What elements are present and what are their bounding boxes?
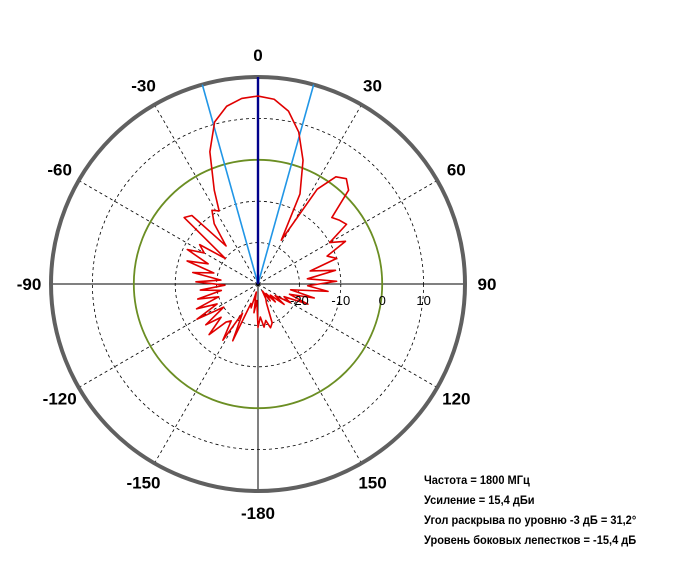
- angle-tick-label: 30: [363, 77, 382, 96]
- grid-spoke: [154, 283, 259, 464]
- info-gain: Усиление = 15,4 дБи: [424, 493, 535, 507]
- angle-tick-label: -180: [241, 504, 275, 523]
- angle-tick-label: -150: [126, 473, 160, 492]
- grid-spoke: [78, 180, 259, 285]
- beam-lines-layer: [201, 77, 315, 285]
- grid-spoke: [257, 283, 362, 464]
- angle-tick-label: -60: [47, 161, 72, 180]
- angle-tick-label: 0: [253, 46, 262, 65]
- angle-tick-label: 150: [358, 473, 386, 492]
- grid-spoke: [257, 283, 438, 388]
- angle-tick-label: -90: [17, 275, 42, 294]
- radial-tick-label: -10: [331, 293, 350, 308]
- angle-tick-label: -30: [131, 77, 156, 96]
- angle-tick-label: 60: [447, 161, 466, 180]
- angle-tick-label: 90: [478, 275, 497, 294]
- info-frequency: Частота = 1800 МГц: [424, 473, 530, 487]
- grid-spoke: [257, 180, 438, 285]
- radiation-pattern: [183, 95, 350, 342]
- pattern-layer: [183, 95, 350, 342]
- info-sidelobe: Уровень боковых лепестков = -15,4 дБ: [424, 533, 637, 547]
- grid-spoke: [154, 104, 259, 285]
- grid-spoke: [78, 283, 259, 388]
- angle-tick-label: 120: [442, 390, 470, 409]
- beam-width-line: [201, 84, 259, 285]
- label-layer: 0 30 60 90 120 150 -180 -150 -120 -90 -60 -30 -20 -10…: [17, 46, 497, 523]
- radial-tick-label: 0: [379, 293, 386, 308]
- grid-spoke: [257, 104, 362, 285]
- info-panel: Частота = 1800 МГц Усиление = 15,4 дБи У…: [424, 470, 636, 550]
- info-beamwidth: Угол раскрыва по уровню -3 дБ = 31,2°: [424, 513, 637, 527]
- angle-tick-label: -120: [43, 390, 77, 409]
- beam-width-line: [257, 84, 315, 285]
- radial-tick-label: 10: [416, 293, 430, 308]
- radial-tick-label: -20: [290, 293, 309, 308]
